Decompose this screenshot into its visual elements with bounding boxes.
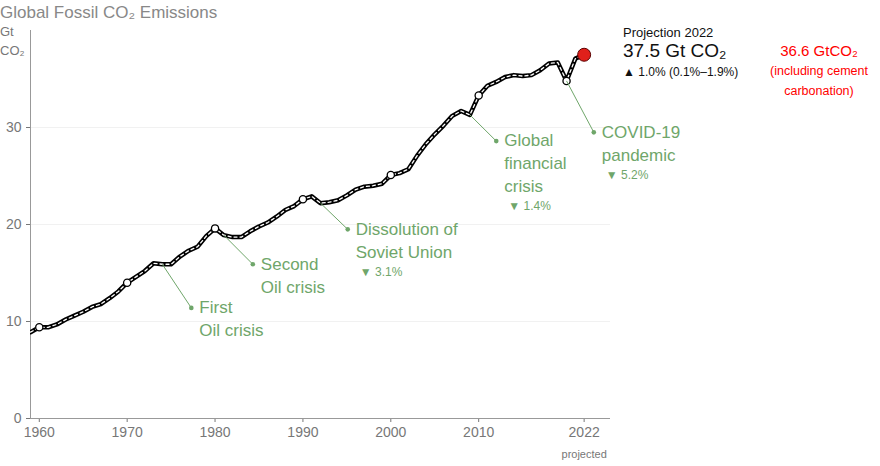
html-text:carbonation): carbonation) bbox=[784, 84, 854, 98]
svg-text:▼ 5.2%: ▼ 5.2% bbox=[606, 168, 649, 182]
html-text:36.6 GtCO₂: 36.6 GtCO₂ bbox=[780, 42, 858, 59]
svg-text:▼ 1.4%: ▼ 1.4% bbox=[508, 199, 551, 213]
html-text:▲ 1.0% (0.1%–1.9%): ▲ 1.0% (0.1%–1.9%) bbox=[623, 65, 739, 79]
svg-text:10: 10 bbox=[6, 313, 22, 329]
svg-text:20: 20 bbox=[6, 216, 22, 232]
svg-text:30: 30 bbox=[6, 119, 22, 135]
svg-text:1970: 1970 bbox=[112, 424, 143, 440]
svg-text:2022: 2022 bbox=[569, 424, 600, 440]
svg-text:▼ 3.1%: ▼ 3.1% bbox=[360, 265, 403, 279]
svg-text:FirstOil crisis: FirstOil crisis bbox=[199, 298, 263, 340]
svg-text:SecondOil crisis: SecondOil crisis bbox=[261, 255, 325, 297]
svg-text:Globalfinancialcrisis: Globalfinancialcrisis bbox=[504, 131, 566, 196]
html-text:Gt CO₂: Gt CO₂ bbox=[0, 24, 25, 58]
svg-text:Dissolution ofSoviet Union: Dissolution ofSoviet Union bbox=[356, 220, 458, 262]
html-text:Projection 2022: Projection 2022 bbox=[623, 25, 714, 40]
svg-text:2010: 2010 bbox=[463, 424, 494, 440]
svg-text:1990: 1990 bbox=[287, 424, 318, 440]
svg-text:1980: 1980 bbox=[199, 424, 230, 440]
svg-text:1960: 1960 bbox=[24, 424, 55, 440]
svg-text:0: 0 bbox=[14, 410, 22, 426]
html-text:Global Fossil CO₂ Emissions: Global Fossil CO₂ Emissions bbox=[0, 3, 218, 22]
html-text:37.5 Gt CO₂: 37.5 Gt CO₂ bbox=[623, 40, 727, 61]
svg-text:projected: projected bbox=[562, 448, 607, 460]
svg-text:2000: 2000 bbox=[375, 424, 406, 440]
svg-text:COVID-19pandemic: COVID-19pandemic bbox=[602, 123, 680, 165]
html-text:(including cement: (including cement bbox=[770, 64, 868, 78]
